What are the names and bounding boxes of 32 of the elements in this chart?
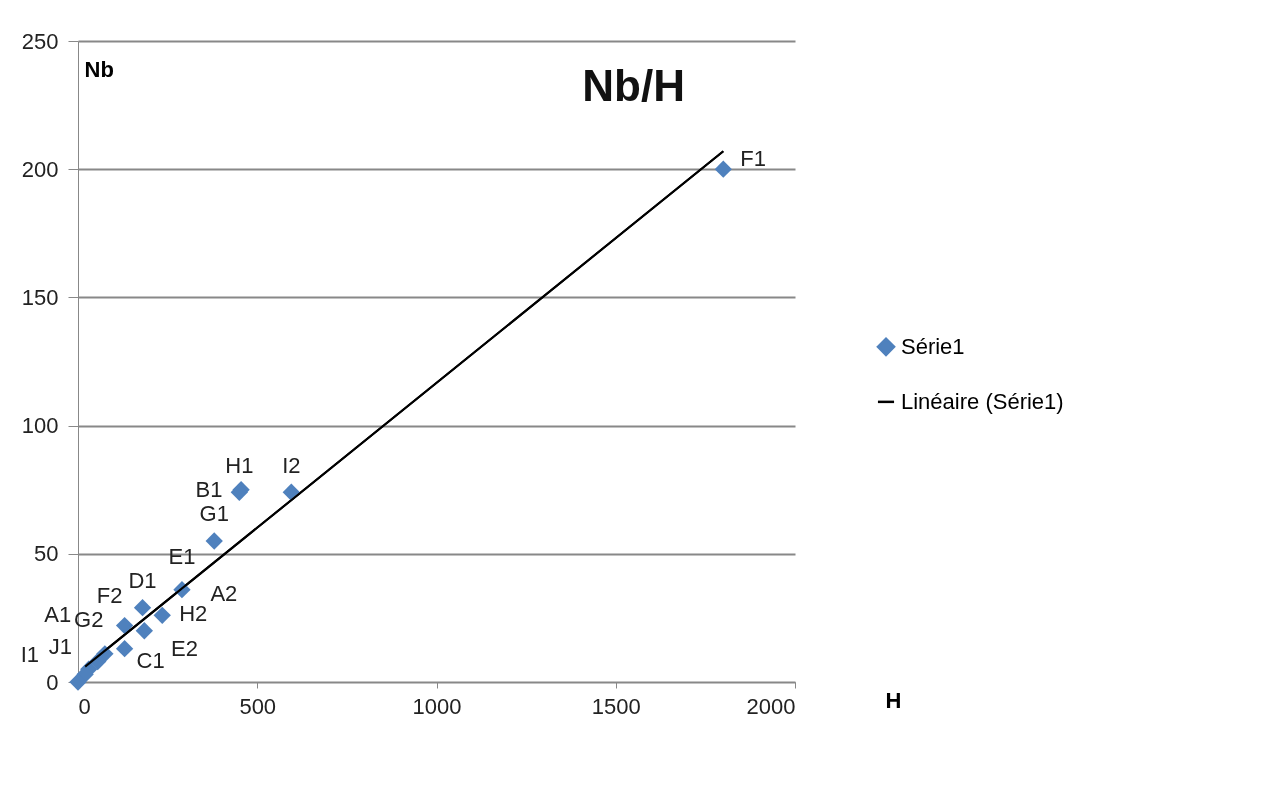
data-label: H1 bbox=[225, 452, 254, 478]
data-label: G1 bbox=[199, 501, 229, 527]
x-tick-label: 2000 bbox=[746, 693, 796, 719]
y-tick-label: 100 bbox=[21, 413, 59, 439]
data-label: B1 bbox=[195, 476, 223, 502]
x-tick-label: 0 bbox=[78, 693, 91, 719]
data-label: A1 bbox=[44, 601, 72, 627]
x-axis-title: H bbox=[885, 687, 902, 713]
y-axis-title: Nb bbox=[84, 56, 114, 82]
data-label: E2 bbox=[170, 635, 198, 661]
data-label: H2 bbox=[179, 601, 208, 626]
data-label: J1 bbox=[48, 633, 73, 659]
legend-label: Linéaire (Série1) bbox=[901, 388, 1064, 414]
x-tick-label: 1500 bbox=[591, 693, 641, 719]
data-label: I2 bbox=[282, 452, 301, 478]
data-label: I1 bbox=[20, 642, 40, 668]
y-tick-label: 250 bbox=[21, 28, 59, 54]
legend-label: Série1 bbox=[901, 333, 965, 359]
data-label: F2 bbox=[96, 582, 123, 608]
data-label: F1 bbox=[740, 146, 766, 172]
y-tick-label: 0 bbox=[46, 669, 59, 695]
data-label: D1 bbox=[128, 568, 157, 594]
data-label: G2 bbox=[74, 606, 104, 632]
data-label: E1 bbox=[168, 544, 196, 570]
text: Nb/H bbox=[582, 61, 685, 110]
x-tick-label: 1000 bbox=[412, 693, 462, 719]
x-tick-label: 500 bbox=[239, 693, 277, 719]
y-tick-label: 50 bbox=[34, 541, 59, 567]
y-tick-label: 150 bbox=[21, 284, 59, 310]
data-label: C1 bbox=[136, 648, 165, 674]
y-tick-label: 200 bbox=[21, 156, 59, 182]
data-label: A2 bbox=[210, 581, 238, 607]
